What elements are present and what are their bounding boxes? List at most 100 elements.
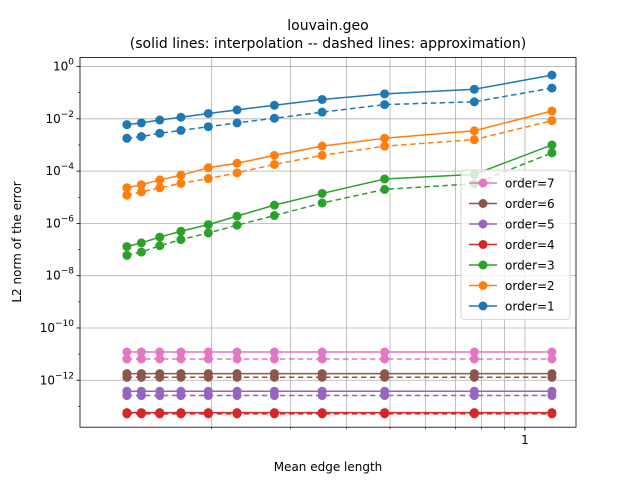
order-3-approximation-point — [203, 228, 213, 238]
order-3-approximation-point — [122, 250, 132, 260]
order-5-interpolation-point — [380, 386, 390, 396]
order-3-interpolation-point — [176, 226, 186, 236]
order-7-approximation-point — [269, 354, 279, 364]
order-6-interpolation-point — [380, 369, 390, 379]
order-4-interpolation-point — [176, 408, 186, 418]
order-4-interpolation-point — [136, 408, 146, 418]
order-6-interpolation-point — [122, 369, 132, 379]
legend-label-order-6: order=6 — [505, 197, 555, 211]
order-3-approximation-point — [380, 184, 390, 194]
order-1-approximation-point — [136, 132, 146, 142]
legend-frame — [460, 169, 571, 320]
order-3-interpolation-point — [136, 238, 146, 248]
order-7-interpolation-point — [380, 347, 390, 357]
legend: order=7 order=6 order=5 order=4 order=3 order… — [460, 169, 571, 320]
order-1-approximation-point — [380, 100, 390, 110]
order-7-approximation-point — [155, 354, 165, 364]
order-1-approximation-point — [122, 133, 132, 143]
order-4-interpolation-point — [232, 408, 242, 418]
order-7-interpolation-point — [469, 347, 479, 357]
order-4-interpolation-point — [469, 408, 479, 418]
order-6-interpolation-point — [176, 369, 186, 379]
order-7-interpolation-point — [136, 347, 146, 357]
order-7-approximation-point — [469, 354, 479, 364]
y-tick-label: 10−6 — [45, 214, 74, 230]
legend-label-order-5: order=5 — [505, 218, 555, 232]
y-tick-label: 10−10 — [40, 319, 75, 335]
order-3-interpolation-point — [317, 188, 327, 198]
order-2-approximation-point — [269, 159, 279, 169]
legend-marker-order-7 — [478, 178, 488, 188]
order-6-interpolation-point — [317, 369, 327, 379]
order-2-approximation-point — [547, 116, 557, 126]
y-tick-label: 10−4 — [45, 162, 74, 178]
legend-label-order-7: order=7 — [505, 177, 555, 191]
order-7-interpolation-point — [176, 347, 186, 357]
order-2-interpolation-point — [122, 183, 132, 193]
order-2-approximation-point — [232, 168, 242, 178]
order-1-interpolation-point — [176, 112, 186, 122]
order-5-interpolation-point — [155, 386, 165, 396]
order-7-interpolation-point — [269, 347, 279, 357]
order-2-interpolation-point — [469, 126, 479, 136]
order-6-interpolation-point — [547, 369, 557, 379]
order-7-interpolation-point — [122, 347, 132, 357]
order-6-interpolation-point — [232, 369, 242, 379]
order-3-interpolation-point — [155, 232, 165, 242]
y-tick-label: 100 — [53, 58, 74, 74]
order-4-interpolation-point — [155, 408, 165, 418]
order-7-interpolation-point — [155, 347, 165, 357]
order-2-interpolation-point — [380, 133, 390, 143]
order-7-approximation-point — [380, 354, 390, 364]
legend-marker-order-6 — [478, 199, 488, 208]
series-layer — [122, 70, 557, 419]
order-2-approximation-point — [122, 190, 132, 200]
order-1-approximation-point — [232, 118, 242, 128]
order-2-approximation-point — [176, 178, 186, 188]
order-2-approximation-point — [469, 135, 479, 145]
legend-marker-order-4 — [478, 240, 488, 249]
order-7-approximation-point — [547, 354, 557, 364]
order-1-approximation-point — [469, 97, 479, 107]
order-6-interpolation-point — [203, 369, 213, 379]
order-7-interpolation-point — [203, 347, 213, 357]
order-1-interpolation-point — [317, 94, 327, 104]
order-6-interpolation-point — [155, 369, 165, 379]
y-tick-label: 10−12 — [40, 371, 74, 387]
chart-subtitle: (solid lines: interpolation -- dashed li… — [130, 36, 526, 52]
order-1-interpolation-point — [269, 100, 279, 110]
order-2-approximation-point — [203, 174, 213, 184]
order-7-interpolation-point — [547, 347, 557, 357]
order-7-approximation-point — [176, 354, 186, 364]
legend-marker-order-1 — [478, 301, 488, 311]
chart-title: louvain.geo — [287, 18, 368, 34]
order-3-approximation-point — [136, 247, 146, 257]
legend-label-order-2: order=2 — [505, 279, 555, 293]
order-5-interpolation-point — [317, 386, 327, 396]
order-1-approximation-point — [176, 125, 186, 135]
order-6-interpolation-point — [469, 369, 479, 379]
order-1-approximation-point — [269, 113, 279, 123]
order-3-approximation-point — [317, 198, 327, 208]
order-7-approximation-point — [203, 354, 213, 364]
order-4-interpolation-point — [122, 408, 132, 418]
order-7-approximation-point — [136, 354, 146, 364]
order-5-interpolation-point — [136, 386, 146, 396]
y-tick-label: 10−2 — [45, 110, 74, 126]
order-3-interpolation-point — [232, 211, 242, 221]
order-3-interpolation-point — [380, 174, 390, 184]
order-2-approximation-point — [136, 187, 146, 197]
legend-marker-order-5 — [478, 219, 488, 229]
order-5-interpolation-point — [547, 386, 557, 396]
order-1-interpolation-point — [547, 70, 557, 80]
order-7-approximation-point — [317, 354, 327, 364]
order-2-interpolation-point — [232, 158, 242, 168]
order-1-interpolation-point — [136, 118, 146, 128]
grid-layer — [80, 57, 576, 428]
order-1-interpolation-point — [155, 115, 165, 125]
plot-frame — [79, 57, 577, 428]
order-2-approximation-point — [155, 183, 165, 193]
order-2-interpolation-point — [269, 150, 279, 160]
order-3-interpolation-point — [547, 140, 557, 150]
